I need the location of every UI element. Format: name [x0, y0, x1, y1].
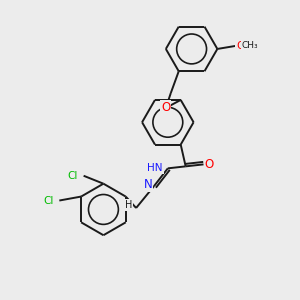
Text: Cl: Cl — [67, 171, 78, 181]
Text: HN: HN — [147, 163, 163, 173]
Text: N: N — [144, 178, 152, 191]
Text: CH₃: CH₃ — [242, 41, 258, 50]
Text: O: O — [236, 41, 244, 51]
Text: O: O — [205, 158, 214, 171]
Text: Cl: Cl — [43, 196, 53, 206]
Text: H: H — [124, 200, 132, 210]
Text: O: O — [161, 101, 170, 114]
